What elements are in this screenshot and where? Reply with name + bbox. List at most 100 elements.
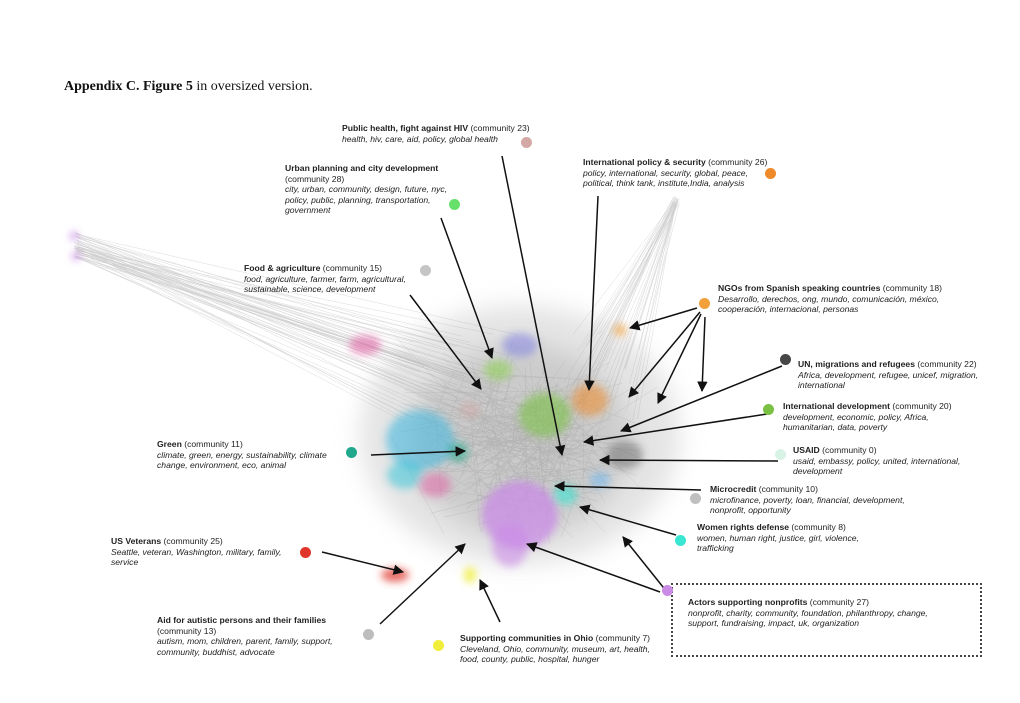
- community-number: (community 15): [320, 263, 383, 273]
- graph-edge: [604, 197, 680, 386]
- community-keywords: Desarrollo, derechos, ong, mundo, comuni…: [718, 293, 940, 304]
- caption-bold: Appendix C. Figure 5: [64, 79, 193, 94]
- graph-edge: [609, 203, 676, 336]
- cluster-blob: [460, 402, 480, 418]
- graph-edge: [74, 256, 487, 409]
- graph-edge: [469, 408, 481, 532]
- community-dot-c7: [432, 639, 444, 651]
- community-dot-c25: [299, 546, 311, 558]
- community-keywords: community, buddhist, advocate: [157, 646, 275, 657]
- community-number: (community 22): [915, 359, 977, 369]
- graph-edge: [469, 389, 485, 405]
- graph-edge: [74, 247, 459, 398]
- graph-edge: [577, 196, 676, 351]
- graph-edge: [561, 407, 607, 538]
- graph-edge: [429, 384, 529, 408]
- graph-edge: [76, 255, 443, 427]
- community-title: Women rights defense: [697, 522, 790, 532]
- community-keywords: nonprofit, opportunity: [710, 505, 791, 516]
- community-dot-c11: [345, 446, 357, 458]
- graph-edge: [403, 403, 497, 417]
- graph-edge: [474, 405, 506, 495]
- graph-edge: [486, 419, 516, 473]
- community-dot-c28: [448, 198, 460, 210]
- graph-edge: [443, 352, 537, 414]
- graph-edge: [74, 235, 419, 407]
- graph-edge: [74, 235, 461, 353]
- community-title: Green: [157, 439, 182, 449]
- arrow-c26: [584, 195, 599, 392]
- graph-edge: [418, 405, 525, 481]
- community-keywords: trafficking: [697, 543, 734, 554]
- graph-edge: [506, 389, 519, 413]
- community-number: (community 25): [161, 536, 223, 546]
- community-title: International policy & security: [583, 157, 706, 167]
- graph-edge: [487, 368, 545, 506]
- community-number: (community 28): [285, 173, 345, 184]
- graph-edge: [76, 250, 441, 398]
- graph-edge: [446, 385, 496, 452]
- community-keywords: microfinance, poverty, loan, financial, …: [710, 494, 905, 505]
- graph-edge: [602, 204, 676, 406]
- graph-edge: [549, 432, 581, 466]
- graph-clusters: [70, 232, 643, 583]
- graph-edge: [580, 199, 678, 390]
- graph-edge: [461, 388, 495, 476]
- community-keywords: policy, international, security, global,…: [583, 167, 748, 178]
- graph-edge: [76, 257, 438, 419]
- cluster-blob: [349, 335, 381, 355]
- graph-edge: [455, 429, 528, 465]
- graph-edge: [74, 256, 473, 425]
- cluster-blob: [70, 232, 78, 240]
- community-title: UN, migrations and refugees: [798, 359, 915, 369]
- graph-edge: [457, 434, 639, 446]
- graph-edge: [503, 413, 508, 445]
- community-dot-c18: [698, 297, 710, 309]
- graph-edge: [440, 416, 521, 453]
- graph-edge: [449, 434, 593, 464]
- community-keywords: political, think tank, institute,India, …: [583, 178, 745, 189]
- graph-edge: [475, 435, 559, 479]
- graph-edge: [474, 432, 535, 452]
- graph-edge: [473, 435, 531, 468]
- label-c15: Food & agriculture (community 15) food, a…: [244, 263, 406, 295]
- community-keywords: change, environment, eco, animal: [157, 460, 286, 471]
- graph-edge: [460, 436, 502, 439]
- graph-edge: [74, 241, 443, 398]
- graph-edge: [499, 470, 559, 479]
- graph-edge: [447, 428, 524, 437]
- community-keywords: usaid, embassy, policy, united, internat…: [793, 455, 961, 466]
- community-number: (community 23): [468, 123, 530, 133]
- cluster-blob: [519, 393, 571, 437]
- graph-edge: [77, 251, 482, 388]
- graph-edge: [542, 406, 593, 484]
- arrow-c27: [622, 536, 668, 593]
- community-keywords: cooperación, internacional, personas: [718, 304, 859, 315]
- arrow-c28: [440, 217, 494, 359]
- graph-edge: [610, 200, 678, 397]
- arrow-c27: [526, 542, 661, 593]
- graph-edge: [509, 453, 567, 478]
- community-keywords: climate, green, energy, sustainability, …: [157, 449, 327, 460]
- community-title: Food & agriculture: [244, 263, 321, 273]
- figure-caption: Appendix C. Figure 5 in oversized versio…: [64, 79, 313, 95]
- community-keywords: development: [793, 466, 843, 477]
- community-keywords: support, fundraising, impact, uk, organi…: [688, 618, 860, 629]
- label-c7: Supporting communities in Ohio (communit…: [460, 633, 650, 665]
- graph-edge: [77, 237, 508, 389]
- cluster-blob: [572, 384, 608, 416]
- graph-edge: [480, 374, 514, 461]
- community-number: (community 10): [756, 484, 818, 494]
- community-dot-c20: [762, 403, 774, 415]
- graph-edge: [73, 249, 406, 423]
- caption-rest: in oversized version.: [192, 79, 313, 94]
- graph-edge: [563, 201, 678, 383]
- label-c10: Microcredit (community 10) microfinance, …: [710, 484, 905, 516]
- community-keywords: nonprofit, charity, community, foundatio…: [688, 607, 928, 618]
- community-keywords: Seattle, veteran, Washington, military, …: [111, 546, 282, 557]
- arrow-c22: [620, 365, 783, 433]
- community-dot-c22: [779, 353, 791, 365]
- community-dot-c8: [674, 534, 686, 546]
- graph-edge: [624, 198, 679, 368]
- community-keywords: service: [111, 557, 139, 568]
